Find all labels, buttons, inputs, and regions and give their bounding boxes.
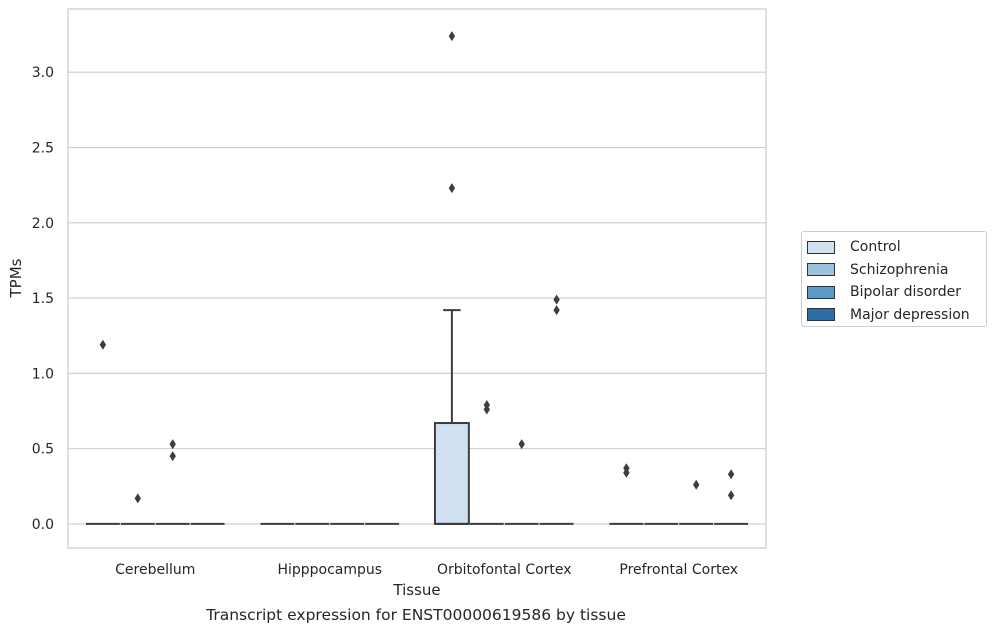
outlier-point bbox=[518, 439, 525, 450]
outlier-point bbox=[448, 183, 456, 194]
outlier-point bbox=[727, 469, 735, 480]
legend-item: Major depression bbox=[807, 304, 986, 327]
outlier-point bbox=[169, 451, 176, 462]
y-tick-label: 2.0 bbox=[32, 216, 54, 232]
y-tick-label: 1.5 bbox=[32, 291, 54, 307]
y-tick-label: 1.0 bbox=[32, 366, 54, 382]
legend-swatch bbox=[807, 285, 835, 299]
plot-area-frame bbox=[67, 8, 767, 549]
x-tick-label: Cerebellum bbox=[115, 562, 195, 578]
legend-item: Bipolar disorder bbox=[807, 281, 986, 304]
legend-swatch bbox=[807, 240, 835, 254]
outlier-point bbox=[693, 479, 700, 490]
legend-label: Control bbox=[850, 239, 901, 256]
figure-caption: Transcript expression for ENST0000061958… bbox=[206, 606, 626, 624]
outlier-point bbox=[448, 31, 456, 42]
y-tick-labels: 0.0 0.5 1.0 1.5 2.0 2.5 3.0 bbox=[32, 65, 54, 533]
outlier-point bbox=[727, 490, 735, 501]
y-tick-label: 3.0 bbox=[32, 65, 54, 81]
outlier-point bbox=[169, 439, 176, 450]
outlier-point bbox=[483, 404, 490, 415]
y-tick-label: 0.0 bbox=[32, 517, 54, 533]
y-tick-label: 2.5 bbox=[32, 141, 54, 157]
x-tick-label: Prefrontal Cortex bbox=[619, 562, 738, 578]
legend-swatch bbox=[807, 308, 835, 322]
chart-legend: Control Schizophrenia Bipolar disorder Majo… bbox=[801, 231, 987, 327]
legend-label: Bipolar disorder bbox=[850, 284, 962, 301]
legend-item: Control bbox=[807, 236, 986, 259]
y-axis-label: TPMs bbox=[7, 258, 25, 298]
x-tick-label: Orbitofontal Cortex bbox=[437, 562, 572, 578]
outlier-point bbox=[134, 493, 141, 504]
box-0 bbox=[433, 422, 470, 525]
outlier-layer bbox=[99, 31, 735, 504]
x-tick-label: Hipppocampus bbox=[277, 562, 382, 578]
outlier-point bbox=[553, 294, 560, 305]
legend-label: Schizophrenia bbox=[850, 261, 949, 278]
outlier-point bbox=[99, 339, 107, 350]
outlier-point bbox=[623, 467, 630, 478]
gridlines bbox=[68, 71, 766, 525]
x-tick-labels: Cerebellum Hipppocampus Orbitofontal Corte… bbox=[115, 562, 738, 578]
x-axis-label: Tissue bbox=[392, 581, 440, 599]
legend-swatch bbox=[807, 263, 835, 277]
legend-label: Major depression bbox=[850, 306, 970, 323]
outlier-point bbox=[553, 305, 560, 316]
y-tick-label: 0.5 bbox=[32, 442, 54, 458]
box-layer bbox=[85, 309, 749, 525]
legend-item: Schizophrenia bbox=[807, 259, 986, 282]
